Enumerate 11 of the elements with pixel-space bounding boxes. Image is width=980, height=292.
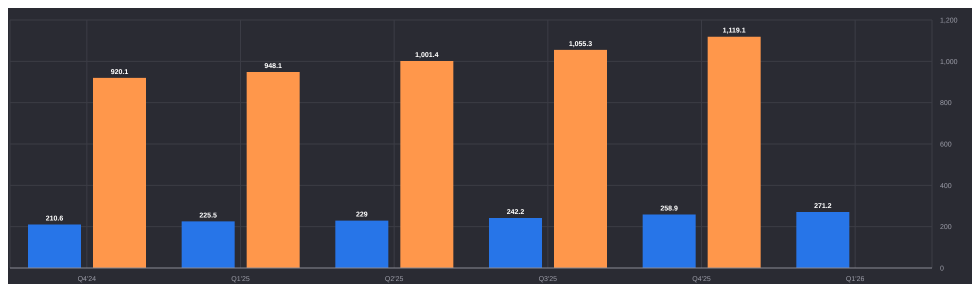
- bar: [400, 61, 454, 268]
- bar: [28, 224, 81, 268]
- bar: [708, 36, 761, 268]
- bar: [93, 78, 146, 268]
- bar: [335, 220, 388, 268]
- bar: [182, 221, 235, 268]
- bar: [489, 218, 542, 268]
- bar: [796, 212, 850, 268]
- bar: [642, 214, 696, 268]
- bar: [246, 72, 300, 268]
- bar: [554, 50, 607, 268]
